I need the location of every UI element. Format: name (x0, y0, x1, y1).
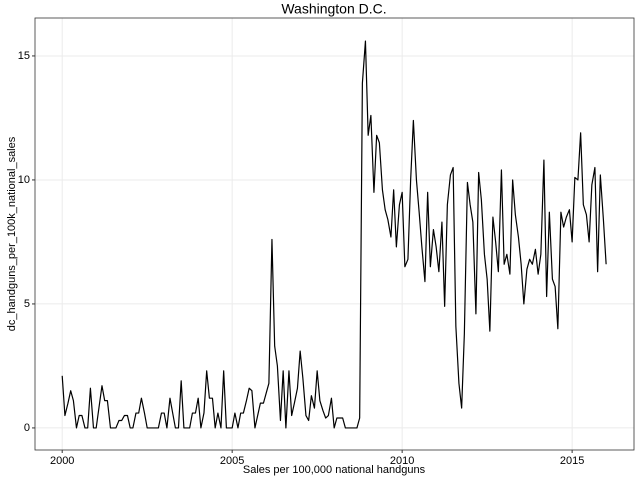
grid (35, 18, 634, 450)
x-tick-label: 2000 (50, 455, 74, 467)
y-tick-label: 5 (24, 298, 30, 310)
y-tick-label: 15 (18, 50, 30, 62)
chart-title: Washington D.C. (281, 1, 386, 17)
x-axis-title: Sales per 100,000 national handguns (243, 464, 426, 476)
y-axis-title: dc_handguns_per_100k_national_sales (6, 136, 18, 331)
y-tick-label: 10 (18, 174, 30, 186)
marks (61, 40, 607, 429)
x-tick-label: 2005 (220, 455, 244, 467)
x-tick-label: 2015 (560, 455, 584, 467)
panel-border (34, 17, 635, 451)
data-line (61, 40, 607, 429)
y-tick-label: 0 (24, 422, 30, 434)
x-tick-label: 2010 (390, 455, 414, 467)
panel (35, 18, 634, 450)
